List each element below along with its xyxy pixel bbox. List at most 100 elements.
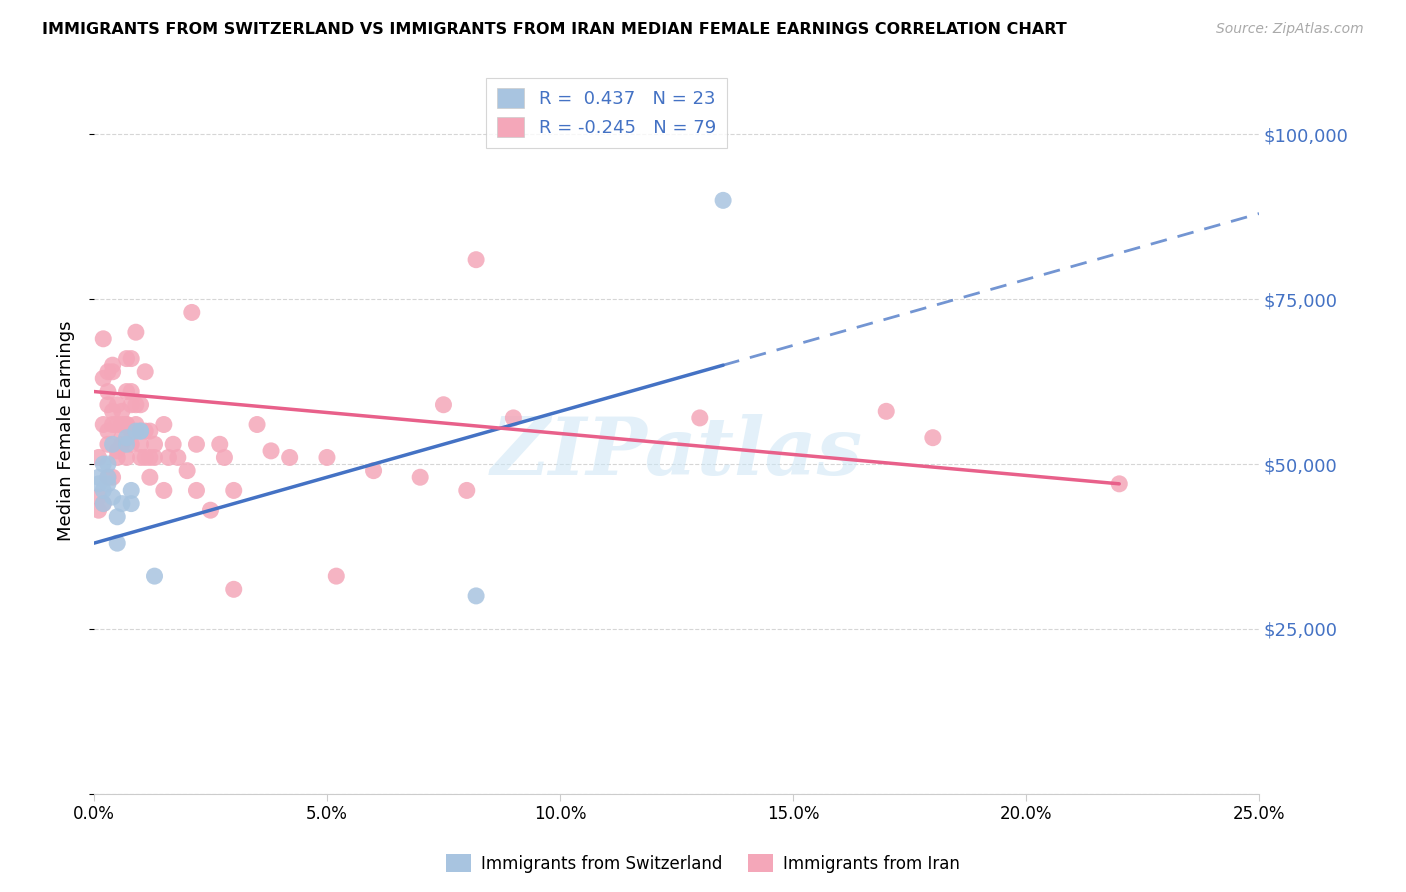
Point (111, 417, 134, 432)
Point (105, 417, 128, 432)
Point (97, 384, 120, 399)
Point (875, 404, 897, 418)
Point (111, 497, 134, 511)
Point (465, 589, 488, 603)
Point (120, 497, 142, 511)
Point (125, 417, 148, 432)
Point (101, 490, 124, 504)
Point (153, 483, 176, 498)
Point (125, 325, 148, 339)
Point (97, 398, 120, 412)
Point (1108, 476, 1130, 491)
Point (101, 470, 124, 484)
Point (97, 365, 120, 379)
Point (115, 450, 138, 465)
Point (166, 450, 188, 465)
Point (129, 424, 152, 438)
Point (91, 483, 114, 498)
Point (91, 497, 114, 511)
Point (115, 351, 138, 366)
Point (101, 417, 124, 432)
Point (134, 424, 156, 438)
Point (465, 252, 488, 267)
Point (105, 509, 128, 524)
Point (222, 582, 245, 597)
Point (129, 450, 152, 465)
Point (101, 437, 124, 451)
Point (134, 450, 156, 465)
Point (115, 417, 138, 432)
Point (502, 411, 524, 425)
Point (208, 437, 231, 451)
Point (214, 450, 236, 465)
Point (105, 398, 128, 412)
Point (97, 437, 120, 451)
Point (162, 437, 184, 451)
Y-axis label: Median Female Earnings: Median Female Earnings (58, 321, 75, 541)
Point (134, 365, 156, 379)
Point (409, 470, 432, 484)
Point (87, 503, 110, 517)
Point (921, 431, 943, 445)
Point (91, 332, 114, 346)
Point (97, 457, 120, 471)
Point (186, 483, 208, 498)
Point (456, 483, 478, 498)
Legend: R =  0.437   N = 23, R = -0.245   N = 79: R = 0.437 N = 23, R = -0.245 N = 79 (486, 78, 727, 148)
Point (97, 470, 120, 484)
Point (325, 569, 347, 583)
Point (186, 437, 208, 451)
Point (120, 437, 142, 451)
Point (157, 450, 180, 465)
Point (87, 490, 110, 504)
Point (143, 450, 166, 465)
Point (125, 398, 148, 412)
Point (200, 503, 222, 517)
Point (97, 470, 120, 484)
Point (91, 371, 114, 385)
Point (129, 398, 152, 412)
Point (260, 443, 283, 458)
Point (91, 417, 114, 432)
Point (316, 450, 339, 465)
Point (101, 365, 124, 379)
Point (143, 569, 166, 583)
Text: IMMIGRANTS FROM SWITZERLAND VS IMMIGRANTS FROM IRAN MEDIAN FEMALE EARNINGS CORRE: IMMIGRANTS FROM SWITZERLAND VS IMMIGRANT… (42, 22, 1067, 37)
Point (139, 470, 162, 484)
Point (115, 431, 138, 445)
Text: ZIPatlas: ZIPatlas (491, 414, 862, 491)
Point (129, 437, 152, 451)
Point (111, 404, 134, 418)
Point (91, 497, 114, 511)
Point (115, 384, 138, 399)
Point (87, 470, 110, 484)
Point (120, 398, 142, 412)
Text: Source: ZipAtlas.com: Source: ZipAtlas.com (1216, 22, 1364, 37)
Point (139, 450, 162, 465)
Point (125, 424, 148, 438)
Point (97, 476, 120, 491)
Point (129, 424, 152, 438)
Point (91, 457, 114, 471)
Point (120, 483, 142, 498)
Point (278, 450, 301, 465)
Point (153, 417, 176, 432)
Legend: Immigrants from Switzerland, Immigrants from Iran: Immigrants from Switzerland, Immigrants … (440, 847, 966, 880)
Point (101, 358, 124, 372)
Point (363, 464, 385, 478)
Point (115, 417, 138, 432)
Point (101, 404, 124, 418)
Point (120, 351, 142, 366)
Point (143, 437, 166, 451)
Point (139, 424, 162, 438)
Point (432, 398, 454, 412)
Point (222, 483, 245, 498)
Point (689, 411, 711, 425)
Point (111, 437, 134, 451)
Point (711, 194, 734, 208)
Point (246, 417, 269, 432)
Point (115, 437, 138, 451)
Point (176, 464, 198, 478)
Point (97, 424, 120, 438)
Point (105, 450, 128, 465)
